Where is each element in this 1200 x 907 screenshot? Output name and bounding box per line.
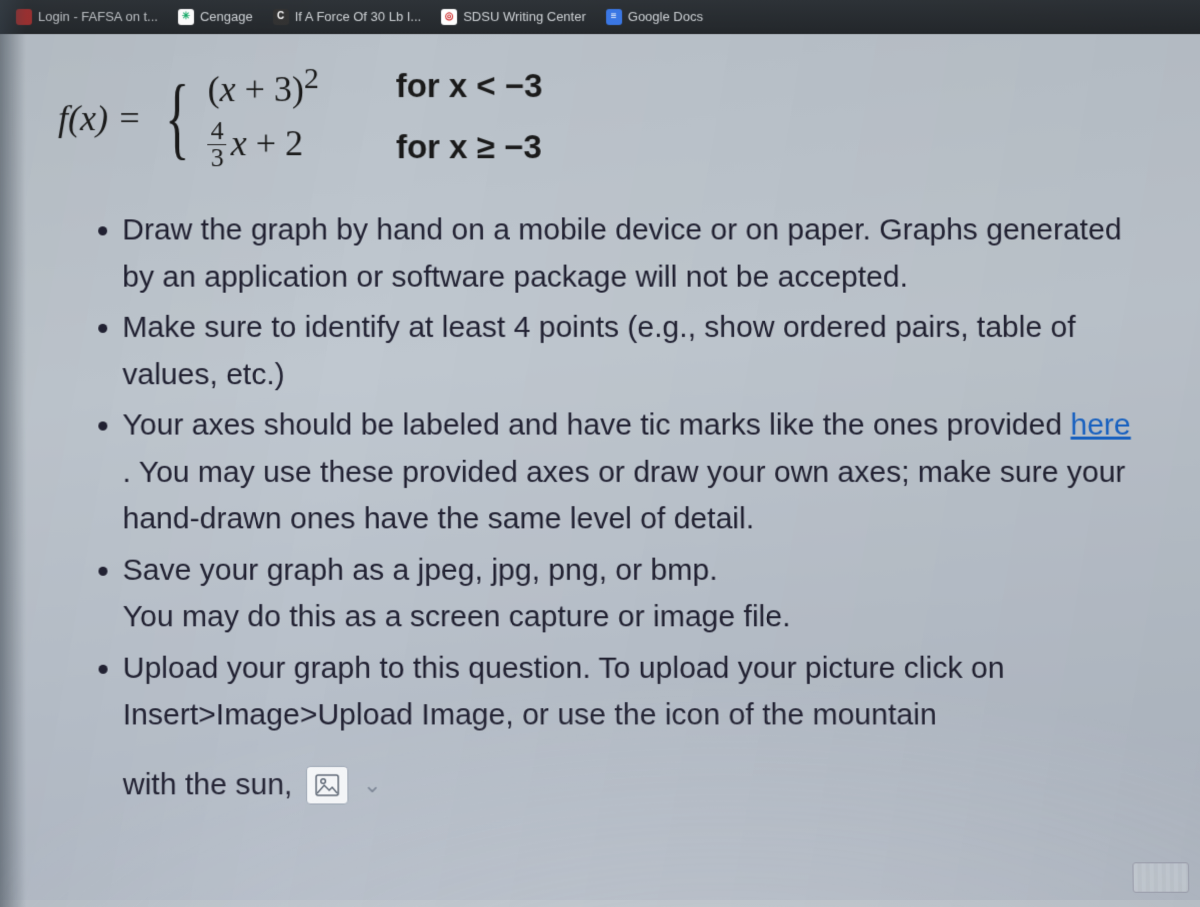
cases: (x + 3)2 for x < −3 4 3 x + 2 for x ≥ −3 bbox=[208, 62, 543, 173]
bookmark-favicon: ◎ bbox=[441, 8, 457, 24]
bookmark-label: SDSU Writing Center bbox=[463, 9, 586, 24]
case-2-cond: for x ≥ −3 bbox=[396, 128, 542, 166]
left-brace: { bbox=[165, 85, 189, 150]
case-2-expr: 4 3 x + 2 bbox=[208, 120, 378, 173]
instruction-item: Make sure to identify at least 4 points … bbox=[122, 305, 1174, 399]
bookmark-item[interactable]: C If A Force Of 30 Lb I... bbox=[265, 4, 430, 28]
bookmark-favicon: ≡ bbox=[606, 8, 622, 24]
instruction-item: Draw the graph by hand on a mobile devic… bbox=[122, 207, 1173, 300]
fraction-4-3: 4 3 bbox=[208, 118, 227, 171]
chevron-down-icon[interactable]: ⌄ bbox=[363, 772, 382, 798]
instruction-item: Upload your graph to this question. To u… bbox=[123, 645, 1178, 739]
bookmark-label: Login - FAFSA on t... bbox=[38, 9, 158, 24]
bookmark-label: Google Docs bbox=[628, 9, 703, 24]
bookmark-favicon bbox=[16, 8, 32, 24]
bookmark-favicon: C bbox=[273, 8, 289, 24]
tail-text: with the sun, bbox=[123, 767, 293, 801]
case-1-cond: for x < −3 bbox=[396, 67, 543, 105]
bookmark-bar: Login - FAFSA on t... ✳ Cengage C If A Force… bbox=[0, 0, 1200, 34]
instruction-item: Save your graph as a jpeg, jpg, png, or … bbox=[123, 547, 1177, 641]
keyboard-indicator-icon bbox=[1132, 862, 1189, 892]
insert-image-button[interactable] bbox=[306, 765, 348, 804]
piecewise-function: f(x) = { (x + 3)2 for x < −3 4 3 x + 2 f… bbox=[58, 62, 1172, 173]
case-1: (x + 3)2 for x < −3 bbox=[208, 62, 543, 110]
bookmark-favicon: ✳ bbox=[178, 8, 194, 24]
tail-line: with the sun, ⌄ bbox=[123, 765, 1178, 804]
bookmark-item[interactable]: Login - FAFSA on t... bbox=[8, 4, 166, 28]
bookmark-item[interactable]: ◎ SDSU Writing Center bbox=[433, 4, 594, 28]
instruction-item: Your axes should be labeled and have tic… bbox=[122, 402, 1175, 543]
image-upload-icon bbox=[316, 774, 340, 796]
bookmark-label: Cengage bbox=[200, 9, 253, 24]
case-1-expr: (x + 3)2 bbox=[208, 62, 378, 110]
function-lhs: f(x) = bbox=[58, 97, 141, 139]
instruction-list: Draw the graph by hand on a mobile devic… bbox=[50, 207, 1177, 739]
bookmark-item[interactable]: ≡ Google Docs bbox=[598, 4, 711, 28]
question-content: f(x) = { (x + 3)2 for x < −3 4 3 x + 2 f… bbox=[0, 34, 1200, 865]
axes-template-link[interactable]: here bbox=[1070, 408, 1131, 441]
bookmark-label: If A Force Of 30 Lb I... bbox=[295, 9, 422, 24]
case-2: 4 3 x + 2 for x ≥ −3 bbox=[208, 120, 543, 173]
bookmark-item[interactable]: ✳ Cengage bbox=[170, 4, 261, 28]
